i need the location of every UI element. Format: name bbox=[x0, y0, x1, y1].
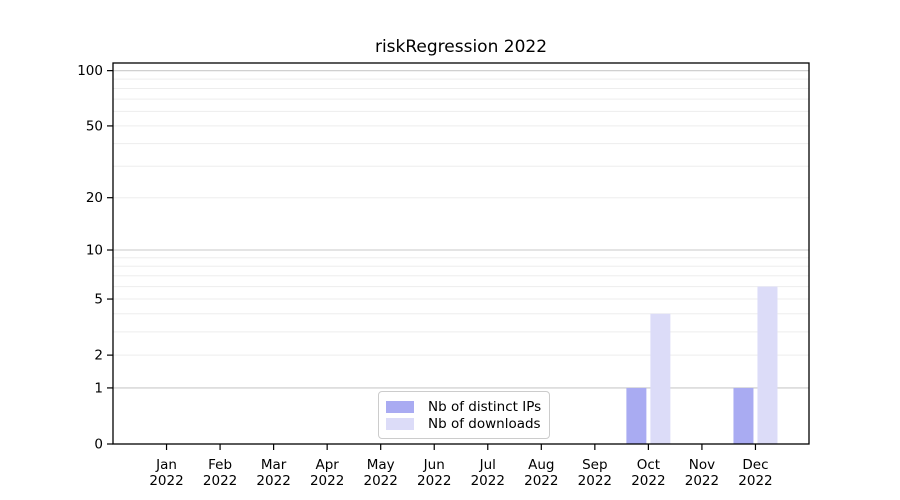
bar-downloads bbox=[757, 286, 778, 444]
gridlines bbox=[113, 70, 809, 389]
legend-swatch-distinct-ips bbox=[386, 400, 414, 413]
x-tick-label-year: 2022 bbox=[149, 473, 183, 489]
x-tick-label-month: Feb bbox=[208, 457, 232, 473]
x-tick-label-year: 2022 bbox=[310, 473, 344, 489]
legend-item-downloads: Nb of downloads bbox=[386, 415, 541, 432]
bar-downloads bbox=[650, 313, 671, 444]
legend-swatch-downloads bbox=[386, 417, 414, 430]
x-tick-label-year: 2022 bbox=[364, 473, 398, 489]
x-tick-label-month: Jun bbox=[423, 457, 445, 473]
x-tick-label-month: Apr bbox=[315, 457, 339, 473]
legend-label-downloads: Nb of downloads bbox=[428, 415, 541, 432]
x-tick-label-month: Nov bbox=[689, 457, 715, 473]
y-tick-label: 2 bbox=[94, 348, 103, 364]
y-tick-label: 100 bbox=[77, 63, 103, 79]
y-tick-label: 5 bbox=[94, 292, 103, 308]
legend-label-distinct-ips: Nb of distinct IPs bbox=[428, 398, 542, 415]
x-tick-label-year: 2022 bbox=[631, 473, 665, 489]
x-tick-label-year: 2022 bbox=[524, 473, 558, 489]
x-tick-label-month: Sep bbox=[582, 457, 607, 473]
x-tick-label-year: 2022 bbox=[256, 473, 290, 489]
axes: 0125102050100Jan2022Feb2022Mar2022Apr202… bbox=[77, 62, 810, 489]
y-tick-label: 10 bbox=[86, 243, 103, 259]
legend-item-distinct-ips: Nb of distinct IPs bbox=[386, 398, 541, 415]
legend: Nb of distinct IPs Nb of downloads bbox=[378, 391, 550, 439]
bar-distinct-ips bbox=[626, 387, 647, 444]
x-tick-label-month: Mar bbox=[261, 457, 287, 473]
chart-title: riskRegression 2022 bbox=[375, 37, 547, 57]
x-tick-label-year: 2022 bbox=[203, 473, 237, 489]
plot-frame bbox=[112, 62, 810, 445]
bars bbox=[626, 286, 778, 444]
y-tick-label: 0 bbox=[94, 437, 103, 453]
x-tick-label-month: Dec bbox=[742, 457, 768, 473]
x-tick-label-month: May bbox=[367, 457, 395, 473]
x-tick-label-year: 2022 bbox=[471, 473, 505, 489]
x-tick-label-month: Jan bbox=[155, 457, 177, 473]
y-tick-label: 1 bbox=[94, 380, 103, 396]
x-tick-label-month: Jul bbox=[479, 457, 496, 473]
bar-distinct-ips bbox=[733, 387, 754, 444]
y-tick-label: 20 bbox=[86, 190, 103, 206]
x-tick-label-year: 2022 bbox=[417, 473, 451, 489]
x-tick-label-year: 2022 bbox=[578, 473, 612, 489]
x-tick-label-year: 2022 bbox=[685, 473, 719, 489]
x-tick-label-month: Oct bbox=[637, 457, 660, 473]
x-tick-label-month: Aug bbox=[528, 457, 554, 473]
y-tick-label: 50 bbox=[86, 118, 103, 134]
x-tick-label-year: 2022 bbox=[738, 473, 772, 489]
